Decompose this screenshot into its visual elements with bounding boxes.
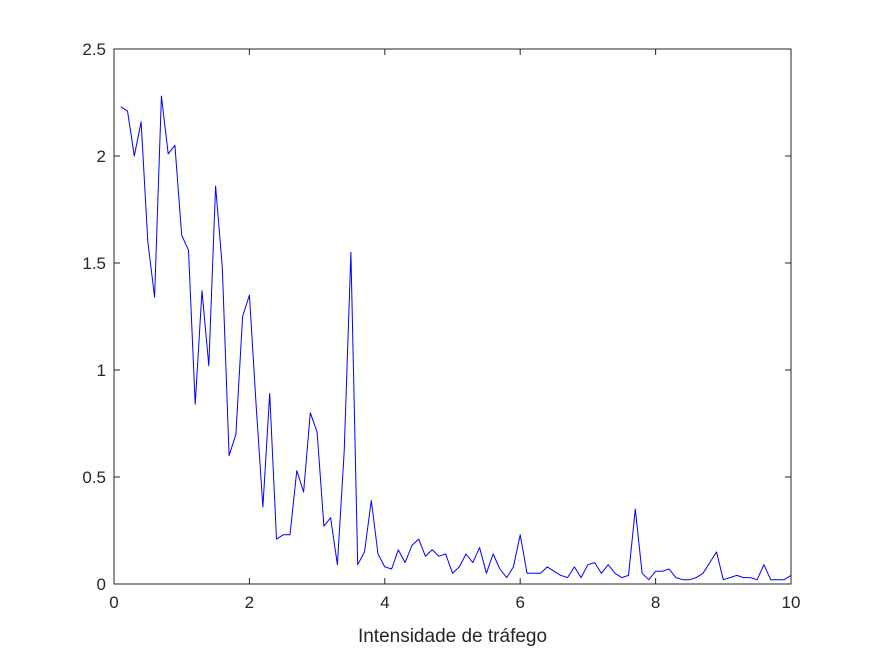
x-tick-label: 0 xyxy=(109,593,118,612)
x-tick-label: 2 xyxy=(245,593,254,612)
y-tick-label: 1 xyxy=(97,361,106,380)
x-tick-label: 8 xyxy=(651,593,660,612)
series-line xyxy=(120,95,792,581)
x-axis-label: Intensidade de tráfego xyxy=(358,626,547,647)
axes-box xyxy=(113,48,792,585)
x-tick-label: 6 xyxy=(515,593,524,612)
x-axis: 0 2 4 6 8 10 xyxy=(109,49,800,612)
y-axis: 0 0.5 1 1.5 2 2.5 xyxy=(82,40,791,594)
x-tick-label: 10 xyxy=(782,593,801,612)
x-tick-label: 4 xyxy=(380,593,389,612)
y-tick-label: 0.5 xyxy=(82,468,106,487)
y-tick-label: 2 xyxy=(97,147,106,166)
y-tick-label: 1.5 xyxy=(82,254,106,273)
y-tick-label: 0 xyxy=(97,575,106,594)
y-tick-label: 2.5 xyxy=(82,40,106,59)
